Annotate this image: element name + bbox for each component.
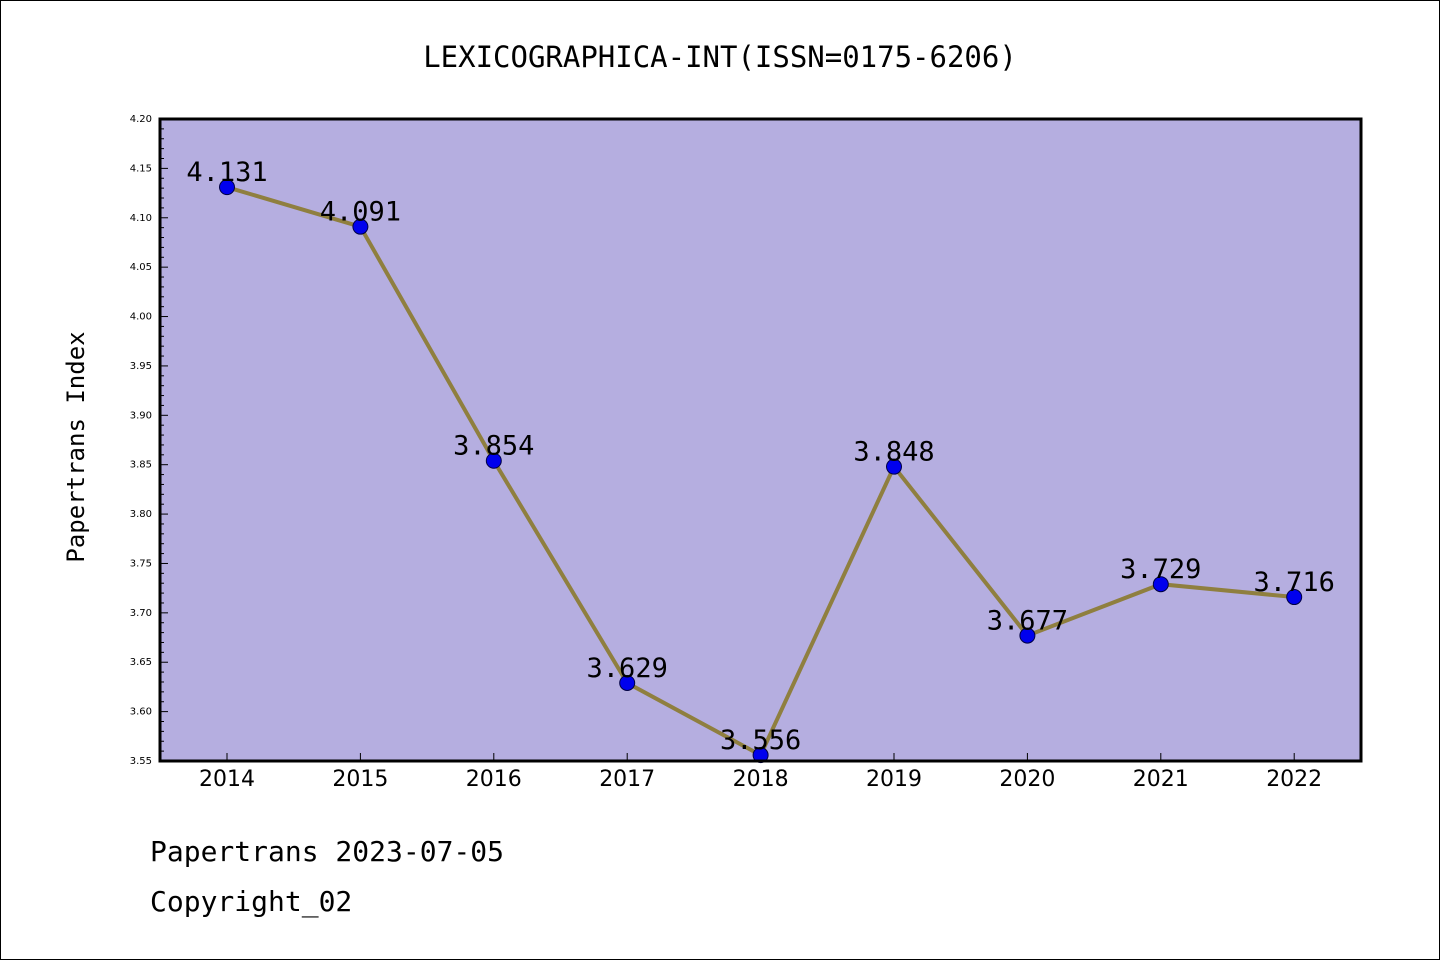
data-label: 3.848	[853, 437, 934, 468]
data-point	[619, 674, 636, 691]
y-tick-label: 3.75	[130, 558, 152, 569]
x-tick-label: 2014	[199, 767, 255, 792]
x-tick-label: 2019	[866, 767, 922, 792]
y-tick-label: 4.10	[130, 213, 152, 224]
y-axis-label: Papertrans Index	[62, 331, 90, 562]
chart-title: LEXICOGRAPHICA-INT(ISSN=0175-6206)	[423, 40, 1017, 74]
data-label: 3.556	[720, 725, 801, 756]
data-point	[886, 458, 902, 475]
x-tick-label: 2022	[1266, 767, 1322, 792]
x-tick-label: 2015	[332, 767, 388, 792]
y-tick-label: 3.80	[130, 509, 152, 520]
data-label: 4.091	[320, 197, 401, 228]
x-tick-label: 2017	[599, 767, 655, 792]
x-tick-label: 2021	[1133, 767, 1189, 792]
data-label: 3.716	[1254, 567, 1335, 598]
data-point	[1019, 627, 1036, 644]
data-points	[219, 179, 1303, 764]
y-tick-label: 4.15	[130, 163, 152, 174]
footer-date: Papertrans 2023-07-05	[150, 835, 505, 868]
data-point	[752, 747, 769, 764]
data-label: 4.131	[186, 157, 267, 188]
x-axis: 2014 2015 2016 2017 2018 2019 2020 2021 2022	[199, 753, 1322, 792]
y-tick-label: 4.00	[130, 312, 152, 323]
y-tick-label: 3.55	[130, 756, 152, 767]
data-label: 3.854	[453, 431, 534, 462]
y-tick-label: 4.20	[130, 114, 152, 125]
footer-copyright: Copyright_02	[150, 885, 353, 918]
y-tick-label: 4.05	[130, 262, 152, 273]
data-point	[219, 179, 235, 196]
data-labels: 4.131 4.091 3.854 3.629 3.556 3.848 3.677 3.729…	[186, 157, 1334, 756]
data-point	[1286, 589, 1303, 606]
data-label: 3.729	[1120, 554, 1201, 585]
data-label: 3.677	[987, 606, 1068, 637]
y-axis: 3.55 3.60 3.65 3.70 3.75 3.80 3.85 3.90 3.95 4.00…	[130, 114, 168, 767]
y-tick-label: 3.90	[130, 410, 152, 421]
plot-border	[158, 117, 1363, 763]
data-point	[1152, 576, 1169, 593]
y-tick-label: 3.65	[130, 657, 152, 668]
x-tick-label: 2020	[999, 767, 1055, 792]
data-label: 3.629	[587, 653, 668, 684]
y-tick-label: 3.60	[130, 707, 152, 718]
y-tick-label: 3.85	[130, 460, 152, 471]
x-tick-label: 2018	[733, 767, 789, 792]
y-tick-label: 3.70	[130, 608, 152, 619]
y-tick-label: 3.95	[130, 361, 152, 372]
x-tick-label: 2016	[466, 767, 522, 792]
data-point	[352, 218, 369, 235]
data-point	[485, 452, 502, 469]
